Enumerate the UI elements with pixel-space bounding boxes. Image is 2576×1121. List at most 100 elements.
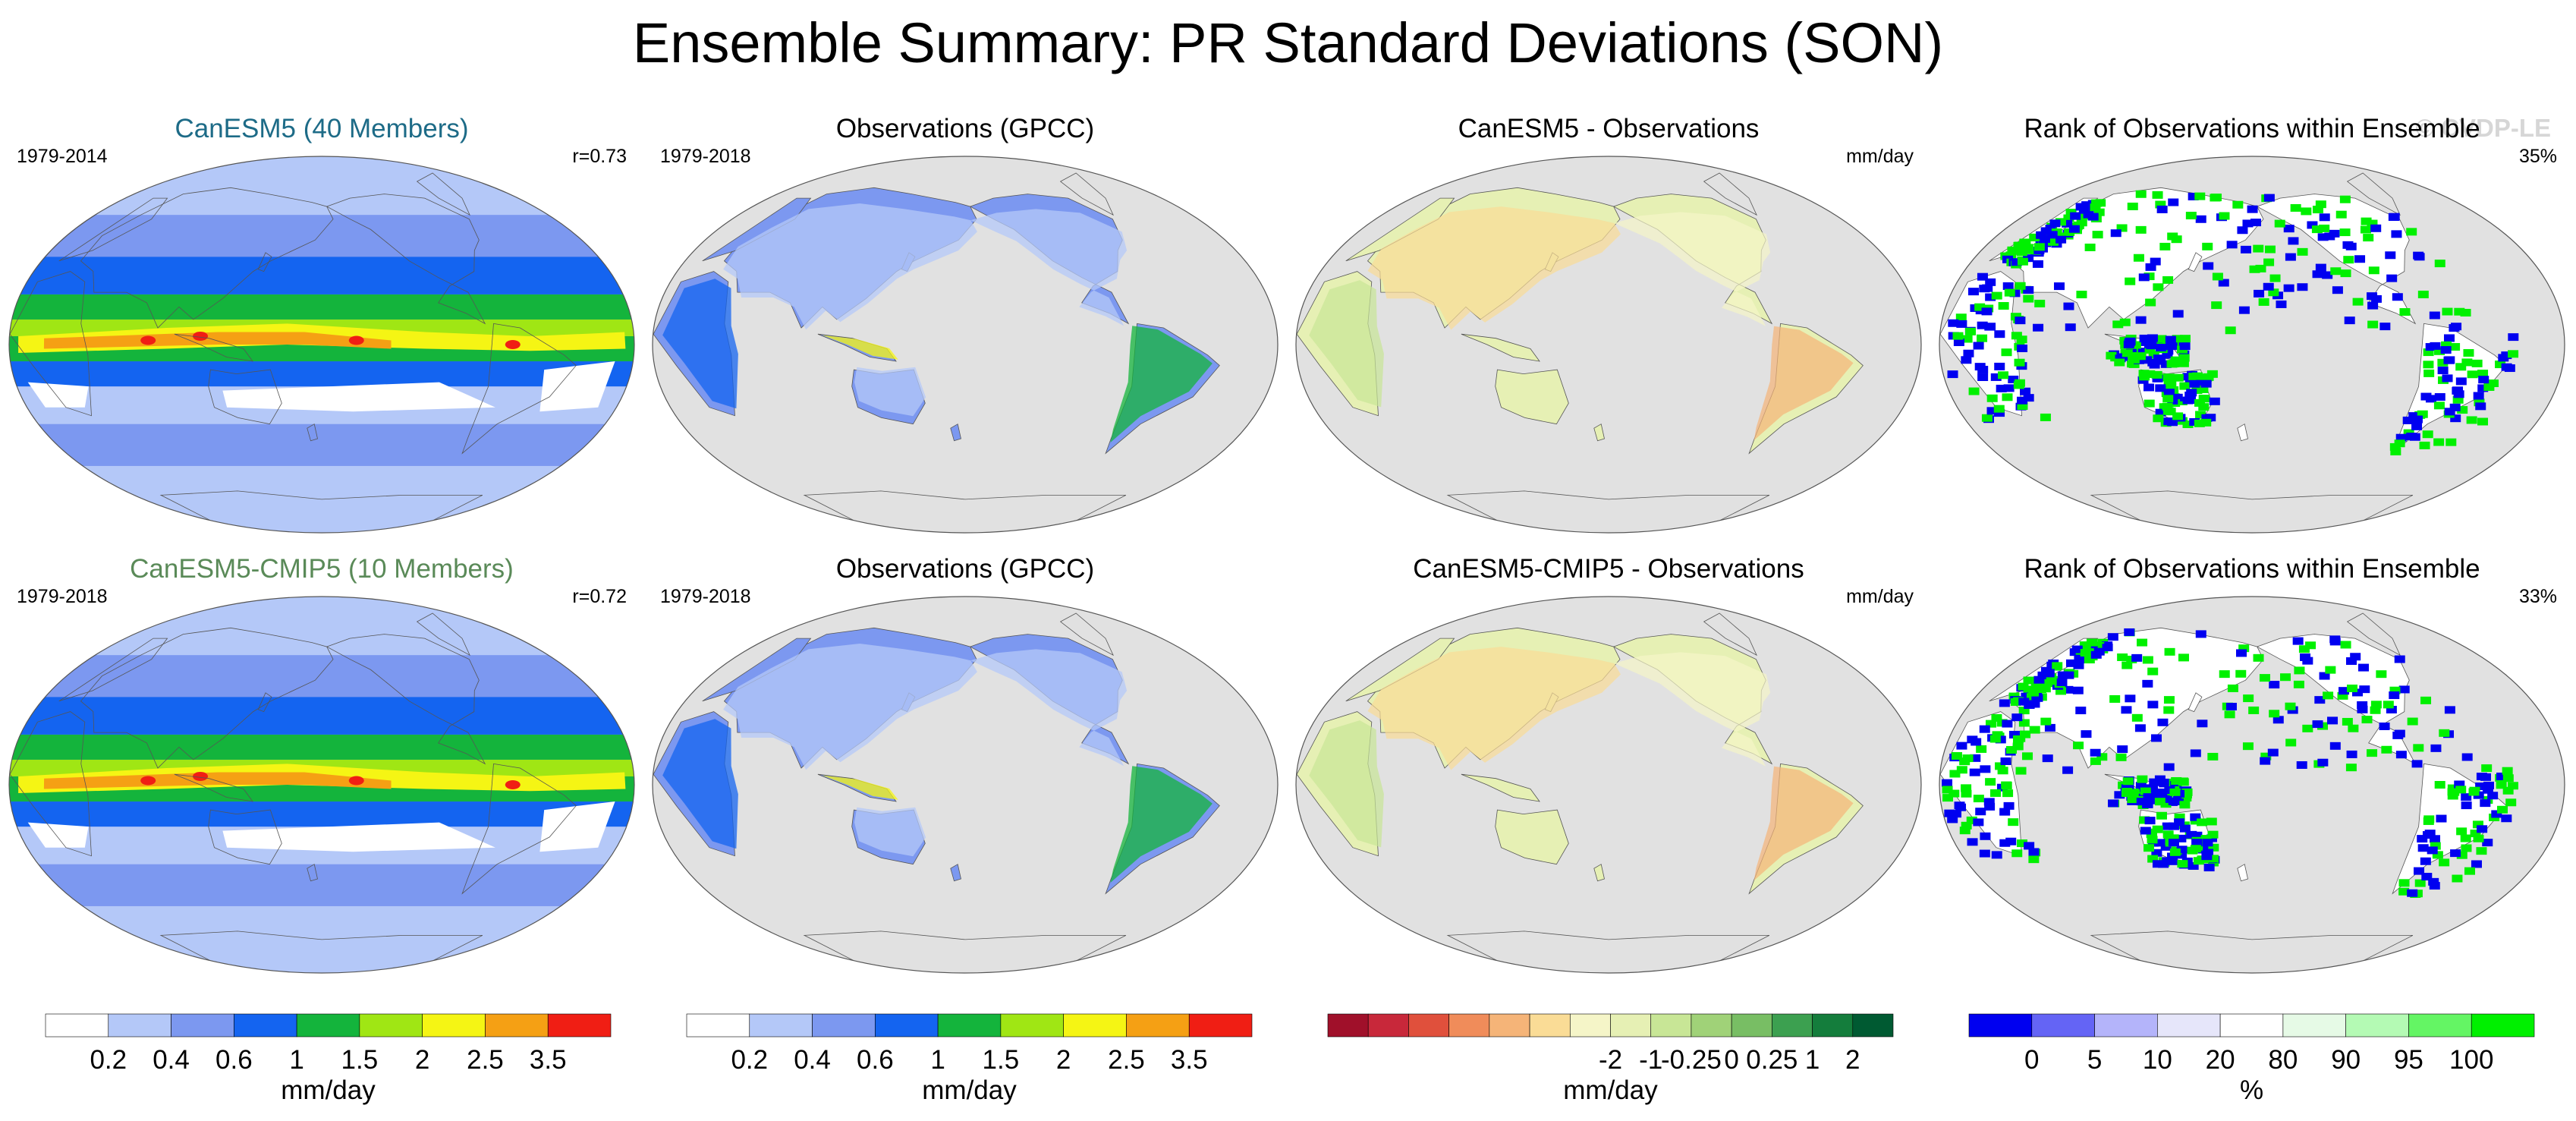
- rank-cell: [2121, 706, 2132, 714]
- rank-cell: [2330, 267, 2342, 276]
- rank-cell: [2137, 775, 2148, 783]
- rank-cell: [2348, 724, 2359, 732]
- rank-cell: [2176, 851, 2188, 859]
- rank-cell: [2122, 661, 2133, 669]
- rank-cell: [2475, 402, 2486, 411]
- rank-cell: [2491, 810, 2502, 818]
- rank-cell: [2169, 788, 2181, 796]
- rank-cell: [2395, 751, 2407, 759]
- rank-cell: [2182, 396, 2194, 405]
- rank-cell: [2023, 286, 2034, 294]
- rank-cell: [2370, 701, 2382, 709]
- colorbar-tick-label: 1: [930, 1045, 945, 1075]
- rank-cell: [2178, 354, 2190, 362]
- rank-cell: [2162, 822, 2173, 830]
- rank-cell: [2156, 205, 2168, 213]
- rank-cell: [2207, 752, 2219, 760]
- coastline: [58, 638, 168, 702]
- rank-cell: [2136, 798, 2147, 806]
- rank-cell: [2461, 793, 2472, 801]
- rank-cell: [2379, 722, 2390, 730]
- land-greenland: [1703, 172, 1757, 216]
- rank-cell: [2477, 370, 2489, 378]
- rank-cell: [1993, 405, 2005, 413]
- land-na: [2256, 634, 2417, 765]
- rank-cell: [2087, 213, 2099, 221]
- rank-cell: [2392, 293, 2403, 301]
- rank-cell: [2014, 379, 2025, 387]
- rank-cell: [2391, 230, 2402, 238]
- rank-cell: [2322, 271, 2333, 279]
- rank-cell: [2379, 323, 2391, 331]
- rank-cell: [2114, 791, 2125, 799]
- rank-cell: [1973, 818, 1984, 827]
- precip-band: [9, 697, 634, 735]
- rank-cell: [2135, 316, 2147, 324]
- rank-cell: [2274, 219, 2285, 228]
- precip-land-asia: [723, 203, 977, 330]
- rank-cell: [2447, 784, 2458, 792]
- rank-cell: [2179, 382, 2191, 390]
- rank-cell: [2190, 813, 2201, 821]
- rank-cell: [2440, 346, 2452, 354]
- rank-cell: [2268, 288, 2279, 297]
- rank-cell: [2168, 834, 2179, 842]
- dry-zone: [222, 822, 495, 852]
- rank-cell: [2468, 788, 2480, 796]
- colorbar-swatch: [1063, 1013, 1127, 1038]
- rank-cell: [2017, 344, 2028, 352]
- colorbar-swatch: [547, 1013, 612, 1038]
- rank-cell: [2283, 284, 2294, 292]
- rank-cell: [2280, 673, 2291, 682]
- rank-cell: [2127, 795, 2138, 804]
- coastline: [461, 323, 577, 455]
- rank-cell: [2147, 836, 2158, 844]
- rank-cell: [2144, 399, 2155, 408]
- rank-cell: [2292, 637, 2304, 645]
- rank-cell: [1983, 798, 1995, 806]
- precip-band: [9, 361, 634, 387]
- colorbar-tick-label: 1: [1805, 1045, 1820, 1075]
- rank-cell: [2172, 795, 2184, 804]
- rank-cell: [2023, 394, 2034, 402]
- rank-cell: [2186, 830, 2197, 839]
- colorbar-tick-label: 3.5: [530, 1045, 567, 1075]
- colorbar-swatch: [1968, 1013, 2033, 1038]
- rank-cell: [2065, 323, 2076, 332]
- rank-cell: [2080, 642, 2091, 650]
- rank-cell: [2062, 766, 2074, 774]
- rank-cell: [2142, 800, 2153, 808]
- rank-cell: [2032, 694, 2043, 702]
- panel-rank-row2: Rank of Observations within Ensemble 33%: [1930, 554, 2574, 994]
- colorbar-swatch: [1731, 1013, 1772, 1038]
- rank-cell: [2269, 710, 2280, 718]
- rank-cell: [2172, 412, 2184, 420]
- rank-cell: [2263, 282, 2274, 291]
- rank-cell: [2070, 212, 2081, 220]
- rank-cell: [2414, 879, 2426, 887]
- rank-cell: [2433, 438, 2445, 446]
- rank-cell: [1977, 272, 1988, 281]
- rank-cell: [2010, 697, 2021, 706]
- rank-cell: [2260, 752, 2272, 760]
- rank-cell: [2327, 716, 2339, 725]
- map-outline: [652, 596, 1279, 974]
- rank-cell: [2385, 251, 2396, 260]
- rank-cell: [2444, 408, 2455, 416]
- land-europe: [1345, 197, 1455, 262]
- rank-cell: [2037, 671, 2049, 679]
- rank-cell: [2134, 352, 2146, 361]
- rank-cell: [2449, 788, 2460, 796]
- rank-cell: [2243, 694, 2254, 703]
- rank-cell: [2156, 343, 2167, 351]
- land-antarctica: [2090, 490, 2414, 533]
- rank-cell: [2433, 401, 2445, 410]
- colorbar-swatch: [1852, 1013, 1894, 1038]
- map-outline: [1295, 156, 1922, 534]
- rank-cell: [2057, 671, 2068, 679]
- panel-title: CanESM5-CMIP5 (10 Members): [130, 554, 514, 584]
- precip-land-asia: [723, 644, 977, 770]
- rank-cell: [2179, 335, 2191, 343]
- colorbar-swatch: [422, 1013, 486, 1038]
- precip-land-africa: [662, 279, 738, 409]
